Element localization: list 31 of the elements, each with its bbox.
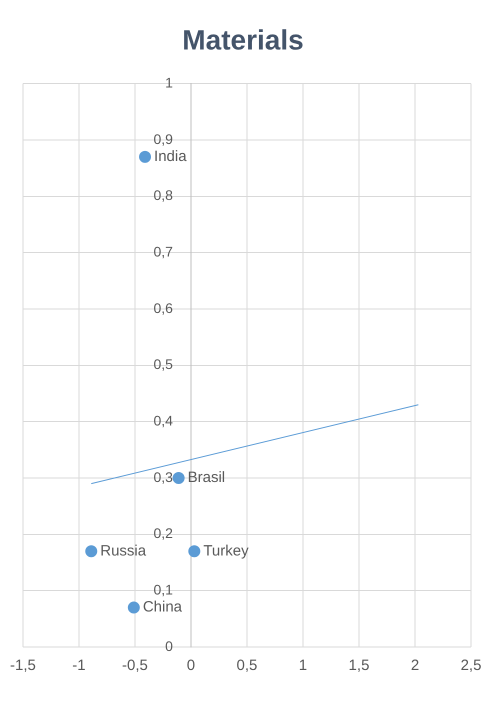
x-tick-label: 1 <box>298 657 308 674</box>
annotation: Russia <box>100 542 147 560</box>
x-tick-label: 2 <box>410 657 420 674</box>
y-tick-label: 0,5 <box>153 356 174 372</box>
y-tick-label: 0,6 <box>153 300 174 316</box>
x-tick-label: 1,5 <box>348 657 370 674</box>
x-tick-label: 0 <box>186 657 196 674</box>
y-tick-label: 0,9 <box>153 130 174 147</box>
annotation: China <box>142 598 183 616</box>
y-tick-label: 0,3 <box>153 468 174 485</box>
point <box>139 150 152 163</box>
point <box>188 545 200 558</box>
x-tick-label: -1,5 <box>10 657 36 674</box>
point <box>85 545 98 558</box>
y-tick-label: 0,7 <box>153 243 174 260</box>
annotation: India <box>154 148 188 165</box>
chart-title: Materials <box>182 24 304 56</box>
x-tick-label: -1 <box>72 657 86 674</box>
x-tick-label: -0,5 <box>122 657 148 674</box>
annotation: Brasil <box>188 469 226 486</box>
y-tick-label: 0,2 <box>153 525 174 542</box>
x-tick-label: 0,5 <box>236 657 258 674</box>
y-tick-label: 0,8 <box>153 187 174 204</box>
point <box>128 602 140 614</box>
annotation: Turkey <box>203 542 250 560</box>
y-tick-label: 1 <box>165 74 174 90</box>
y-tick-label: 0,1 <box>153 582 174 598</box>
y-tick-label: 0 <box>165 638 174 654</box>
x-tick-label: 2,5 <box>460 657 482 674</box>
point <box>172 472 185 484</box>
y-tick-label: 0,4 <box>153 412 174 428</box>
